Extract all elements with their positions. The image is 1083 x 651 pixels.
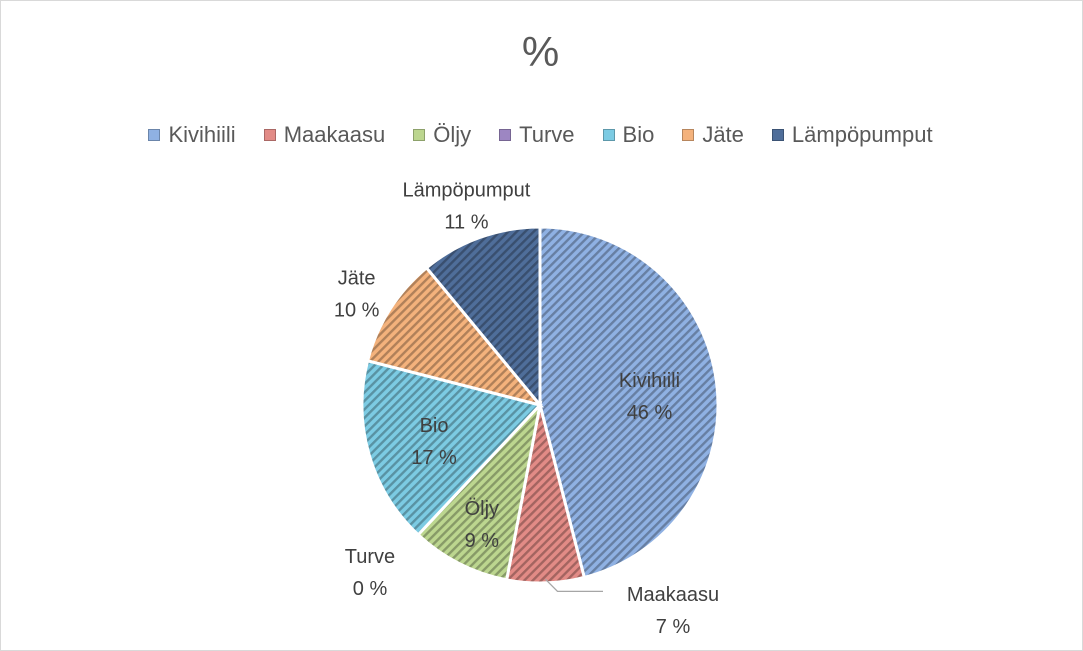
legend-entry-maakaasu: Maakaasu <box>263 122 386 148</box>
legend-entry-jate: Jäte <box>682 122 744 148</box>
legend-entry-lampopumput: Lämpöpumput <box>771 122 933 148</box>
pie-slice-jate <box>365 265 545 408</box>
legend-swatch <box>771 129 784 141</box>
data-label-jate: Jäte 10 % <box>334 268 380 322</box>
legend-label: Kivihiili <box>168 122 236 147</box>
chart-title: % <box>521 28 560 75</box>
legend-entry-oljy: Öljy <box>413 122 471 148</box>
legend-swatch <box>148 129 161 141</box>
legend-swatch <box>602 129 615 141</box>
pie-slice-lampopumput <box>424 225 542 410</box>
legend-entry-kivihiili: Kivihiili <box>148 122 236 148</box>
legend-swatch <box>413 129 426 141</box>
data-label-maakaasu: Maakaasu 7 % <box>627 584 719 638</box>
leader-line-maakaasu <box>545 578 603 592</box>
legend: Kivihiili Maakaasu Öljy Turve Bio Jäte Lämpöpu… <box>0 122 1081 148</box>
data-label-kivihiili: Kivihiili 46 % <box>619 370 680 424</box>
legend-label: Lämpöpumput <box>791 122 933 147</box>
data-label-turve: Turve 0 % <box>345 546 395 600</box>
legend-swatch <box>499 129 512 141</box>
legend-label: Maakaasu <box>283 122 386 147</box>
legend-entry-bio: Bio <box>602 122 655 148</box>
data-label-oljy: Öljy 9 % <box>465 498 500 552</box>
legend-swatch <box>263 129 276 141</box>
legend-swatch <box>682 129 695 141</box>
pie-slice-oljy <box>416 400 543 582</box>
data-label-bio: Bio 17 % <box>411 415 457 469</box>
pie-slice-kivihiili <box>538 225 720 580</box>
legend-label: Bio <box>622 122 655 147</box>
legend-label: Turve <box>519 122 575 147</box>
data-label-lampopumput: Lämpöpumput 11 % <box>403 180 531 234</box>
legend-label: Jäte <box>702 122 744 147</box>
legend-entry-turve: Turve <box>499 122 575 148</box>
pie-slice-bio <box>360 358 543 537</box>
legend-label: Öljy <box>433 122 472 147</box>
